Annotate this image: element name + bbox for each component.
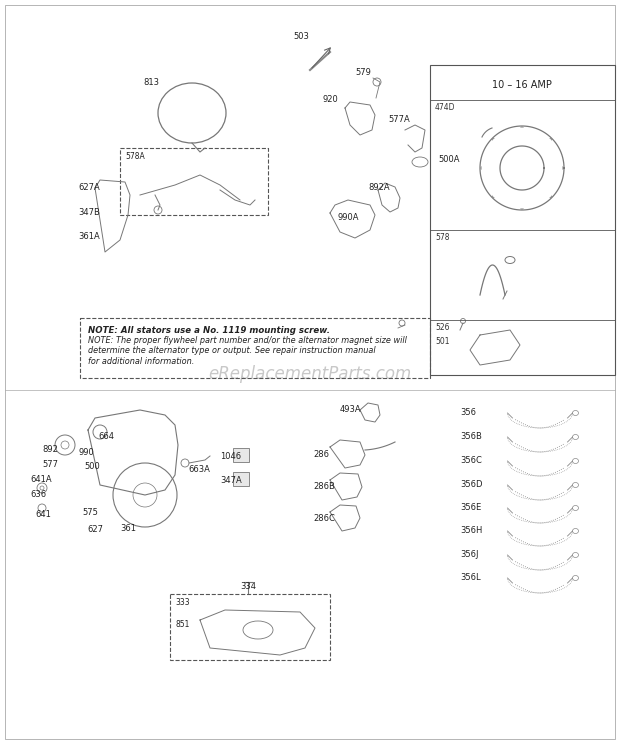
Text: 286C: 286C	[313, 514, 335, 523]
Text: 577: 577	[42, 460, 58, 469]
Text: 636: 636	[30, 490, 46, 499]
Text: 627: 627	[87, 525, 103, 534]
Text: 526: 526	[435, 323, 449, 332]
Text: 286: 286	[313, 450, 329, 459]
Bar	[170, 594, 330, 660]
Text: 493A: 493A	[340, 405, 361, 414]
Text: NOTE: All stators use a No. 1119 mounting screw.: NOTE: All stators use a No. 1119 mountin…	[88, 326, 330, 335]
Bar	[80, 318, 430, 378]
Text: 501: 501	[435, 337, 449, 346]
Text: 851: 851	[175, 620, 189, 629]
Text: 500A: 500A	[438, 155, 459, 164]
Bar	[233, 448, 249, 462]
Text: 578A: 578A	[125, 152, 144, 161]
Text: 575: 575	[82, 508, 98, 517]
Bar	[430, 65, 615, 375]
Text: 361: 361	[120, 524, 136, 533]
Text: 813: 813	[143, 78, 159, 87]
Text: 641A: 641A	[30, 475, 51, 484]
Text: 10 – 16 AMP: 10 – 16 AMP	[492, 80, 552, 90]
Text: 641: 641	[35, 510, 51, 519]
Text: 356L: 356L	[460, 573, 481, 582]
Text: 333: 333	[175, 598, 190, 607]
Text: 356E: 356E	[460, 503, 481, 512]
Text: 577A: 577A	[388, 115, 410, 124]
Text: 892A: 892A	[368, 183, 389, 192]
Bar	[120, 148, 268, 215]
Text: 347A: 347A	[220, 476, 242, 485]
Text: eReplacementParts.com: eReplacementParts.com	[208, 365, 412, 383]
Text: 356J: 356J	[460, 550, 479, 559]
Text: 663A: 663A	[188, 465, 210, 474]
Text: 361A: 361A	[78, 232, 100, 241]
Text: 892: 892	[42, 445, 58, 454]
Text: 664: 664	[98, 432, 114, 441]
Text: 920: 920	[323, 95, 339, 104]
Text: 334: 334	[240, 582, 256, 591]
Text: 500: 500	[84, 462, 100, 471]
Text: 990: 990	[78, 448, 94, 457]
Text: 578: 578	[435, 233, 449, 242]
Text: 356C: 356C	[460, 456, 482, 465]
Text: 356: 356	[460, 408, 476, 417]
Text: 356B: 356B	[460, 432, 482, 441]
Text: 579: 579	[355, 68, 371, 77]
Text: 474D: 474D	[435, 103, 456, 112]
Text: 503: 503	[293, 32, 309, 41]
Text: 627A: 627A	[78, 183, 100, 192]
Text: 347B: 347B	[78, 208, 100, 217]
Bar	[233, 472, 249, 486]
Text: 990A: 990A	[338, 213, 360, 222]
Text: 356H: 356H	[460, 526, 482, 535]
Text: 356D: 356D	[460, 480, 482, 489]
Text: 1046: 1046	[220, 452, 241, 461]
Text: 286B: 286B	[313, 482, 335, 491]
Text: NOTE: The proper flywheel part number and/or the alternator magnet size will
det: NOTE: The proper flywheel part number an…	[88, 336, 407, 366]
